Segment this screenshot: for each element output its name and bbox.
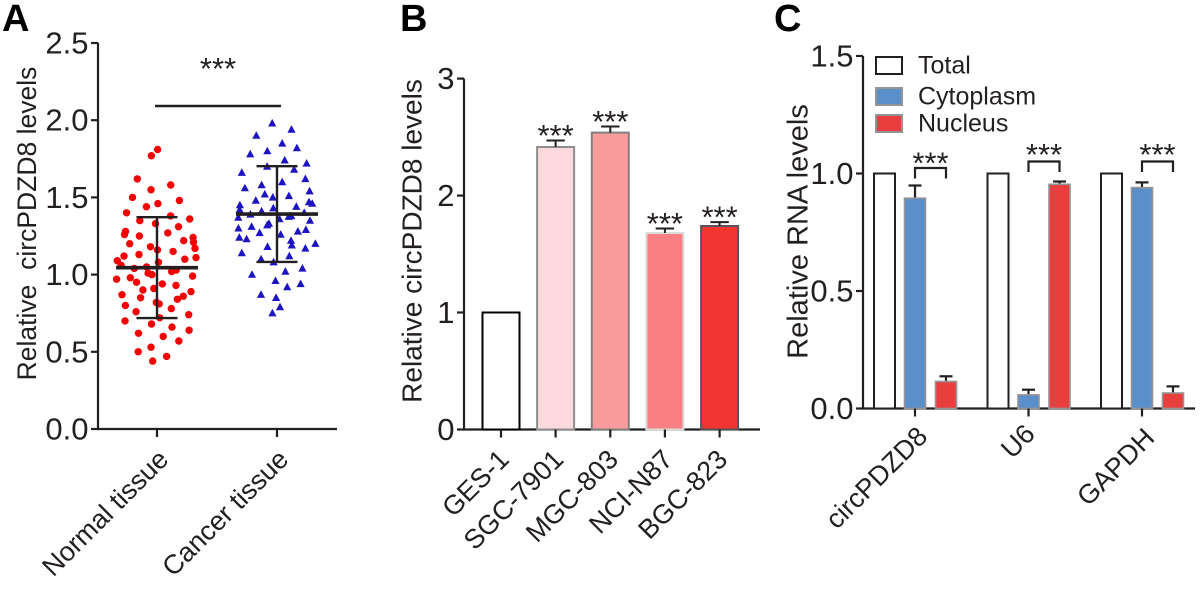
- svg-text:0.0: 0.0: [810, 391, 853, 426]
- svg-text:Relative circPDZD8 levels: Relative circPDZD8 levels: [397, 79, 428, 403]
- svg-text:Cytoplasm: Cytoplasm: [918, 83, 1036, 111]
- svg-text:***: ***: [592, 104, 628, 139]
- svg-text:***: ***: [912, 146, 948, 181]
- svg-text:B: B: [400, 0, 427, 40]
- svg-text:Relative RNA levels: Relative RNA levels: [783, 104, 815, 359]
- svg-text:1: 1: [437, 295, 454, 330]
- svg-text:1.0: 1.0: [45, 257, 88, 292]
- svg-text:1.5: 1.5: [810, 39, 853, 74]
- svg-text:***: ***: [537, 118, 573, 153]
- svg-text:***: ***: [701, 200, 737, 235]
- svg-text:***: ***: [200, 51, 236, 86]
- svg-text:***: ***: [647, 206, 683, 241]
- svg-text:0.5: 0.5: [45, 334, 88, 369]
- svg-text:0.5: 0.5: [810, 274, 853, 309]
- svg-text:***: ***: [1026, 137, 1062, 172]
- svg-text:3: 3: [437, 61, 454, 96]
- svg-text:Nucleus: Nucleus: [918, 110, 1008, 138]
- svg-text:A: A: [2, 0, 29, 40]
- svg-text:Total: Total: [918, 52, 971, 80]
- svg-text:1.5: 1.5: [45, 180, 88, 215]
- svg-text:1.0: 1.0: [810, 156, 853, 191]
- svg-text:2.5: 2.5: [45, 26, 88, 61]
- svg-text:Relative circPDZD8 levels: Relative circPDZD8 levels: [12, 67, 42, 381]
- svg-text:C: C: [774, 0, 801, 40]
- svg-text:2: 2: [437, 178, 454, 213]
- svg-text:***: ***: [1139, 137, 1175, 172]
- svg-text:2.0: 2.0: [45, 103, 88, 138]
- svg-text:0: 0: [437, 412, 454, 447]
- svg-text:0.0: 0.0: [45, 412, 88, 447]
